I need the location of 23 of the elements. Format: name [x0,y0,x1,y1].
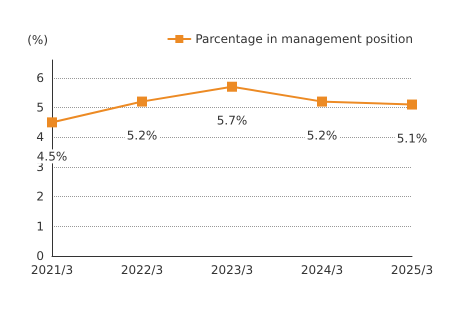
data-label: 5.2% [306,128,338,143]
x-tick-label: 2022/3 [120,263,164,277]
y-tick-label: 4 [36,130,44,144]
y-tick-label: 2 [36,190,44,204]
y-tick-label: 5 [36,100,44,115]
point [47,117,57,128]
x-tick-label: 2025/3 [390,263,434,277]
point [227,82,237,92]
point [137,96,147,107]
y-axis-title: (%) [27,33,48,47]
point [407,100,417,110]
y-tick-label: 1 [36,219,44,234]
x-tick-label: 2023/3 [210,263,254,277]
data-label: 5.7% [216,114,248,128]
data-label: 5.2% [126,128,158,143]
x-tick-label: 2024/3 [300,263,344,277]
y-tick-label: 6 [36,70,44,85]
x-tick-label: 2021/3 [30,263,74,277]
y-tick-label: 0 [36,249,44,263]
legend-label: Parcentage in management position [195,32,414,46]
data-label: 4.5% [36,149,68,164]
data-label: 5.1% [396,132,428,146]
point [317,96,327,107]
